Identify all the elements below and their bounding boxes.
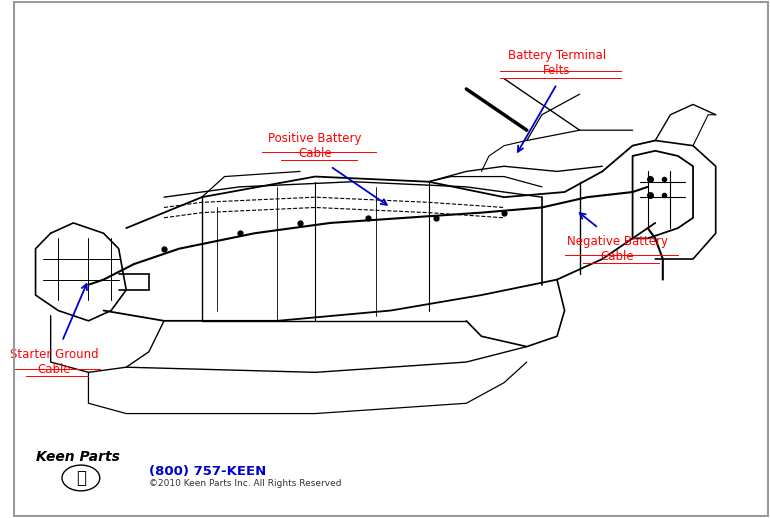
Text: (800) 757-KEEN: (800) 757-KEEN bbox=[149, 465, 266, 478]
Text: Battery Terminal
Felts: Battery Terminal Felts bbox=[508, 49, 606, 77]
Text: 🚗: 🚗 bbox=[76, 469, 86, 487]
Text: Starter Ground
Cable: Starter Ground Cable bbox=[10, 348, 99, 376]
Text: Positive Battery
Cable: Positive Battery Cable bbox=[269, 132, 362, 160]
Text: Keen Parts: Keen Parts bbox=[35, 450, 119, 464]
Text: Negative Battery
Cable: Negative Battery Cable bbox=[567, 235, 668, 263]
Text: ©2010 Keen Parts Inc. All Rights Reserved: ©2010 Keen Parts Inc. All Rights Reserve… bbox=[149, 479, 341, 487]
